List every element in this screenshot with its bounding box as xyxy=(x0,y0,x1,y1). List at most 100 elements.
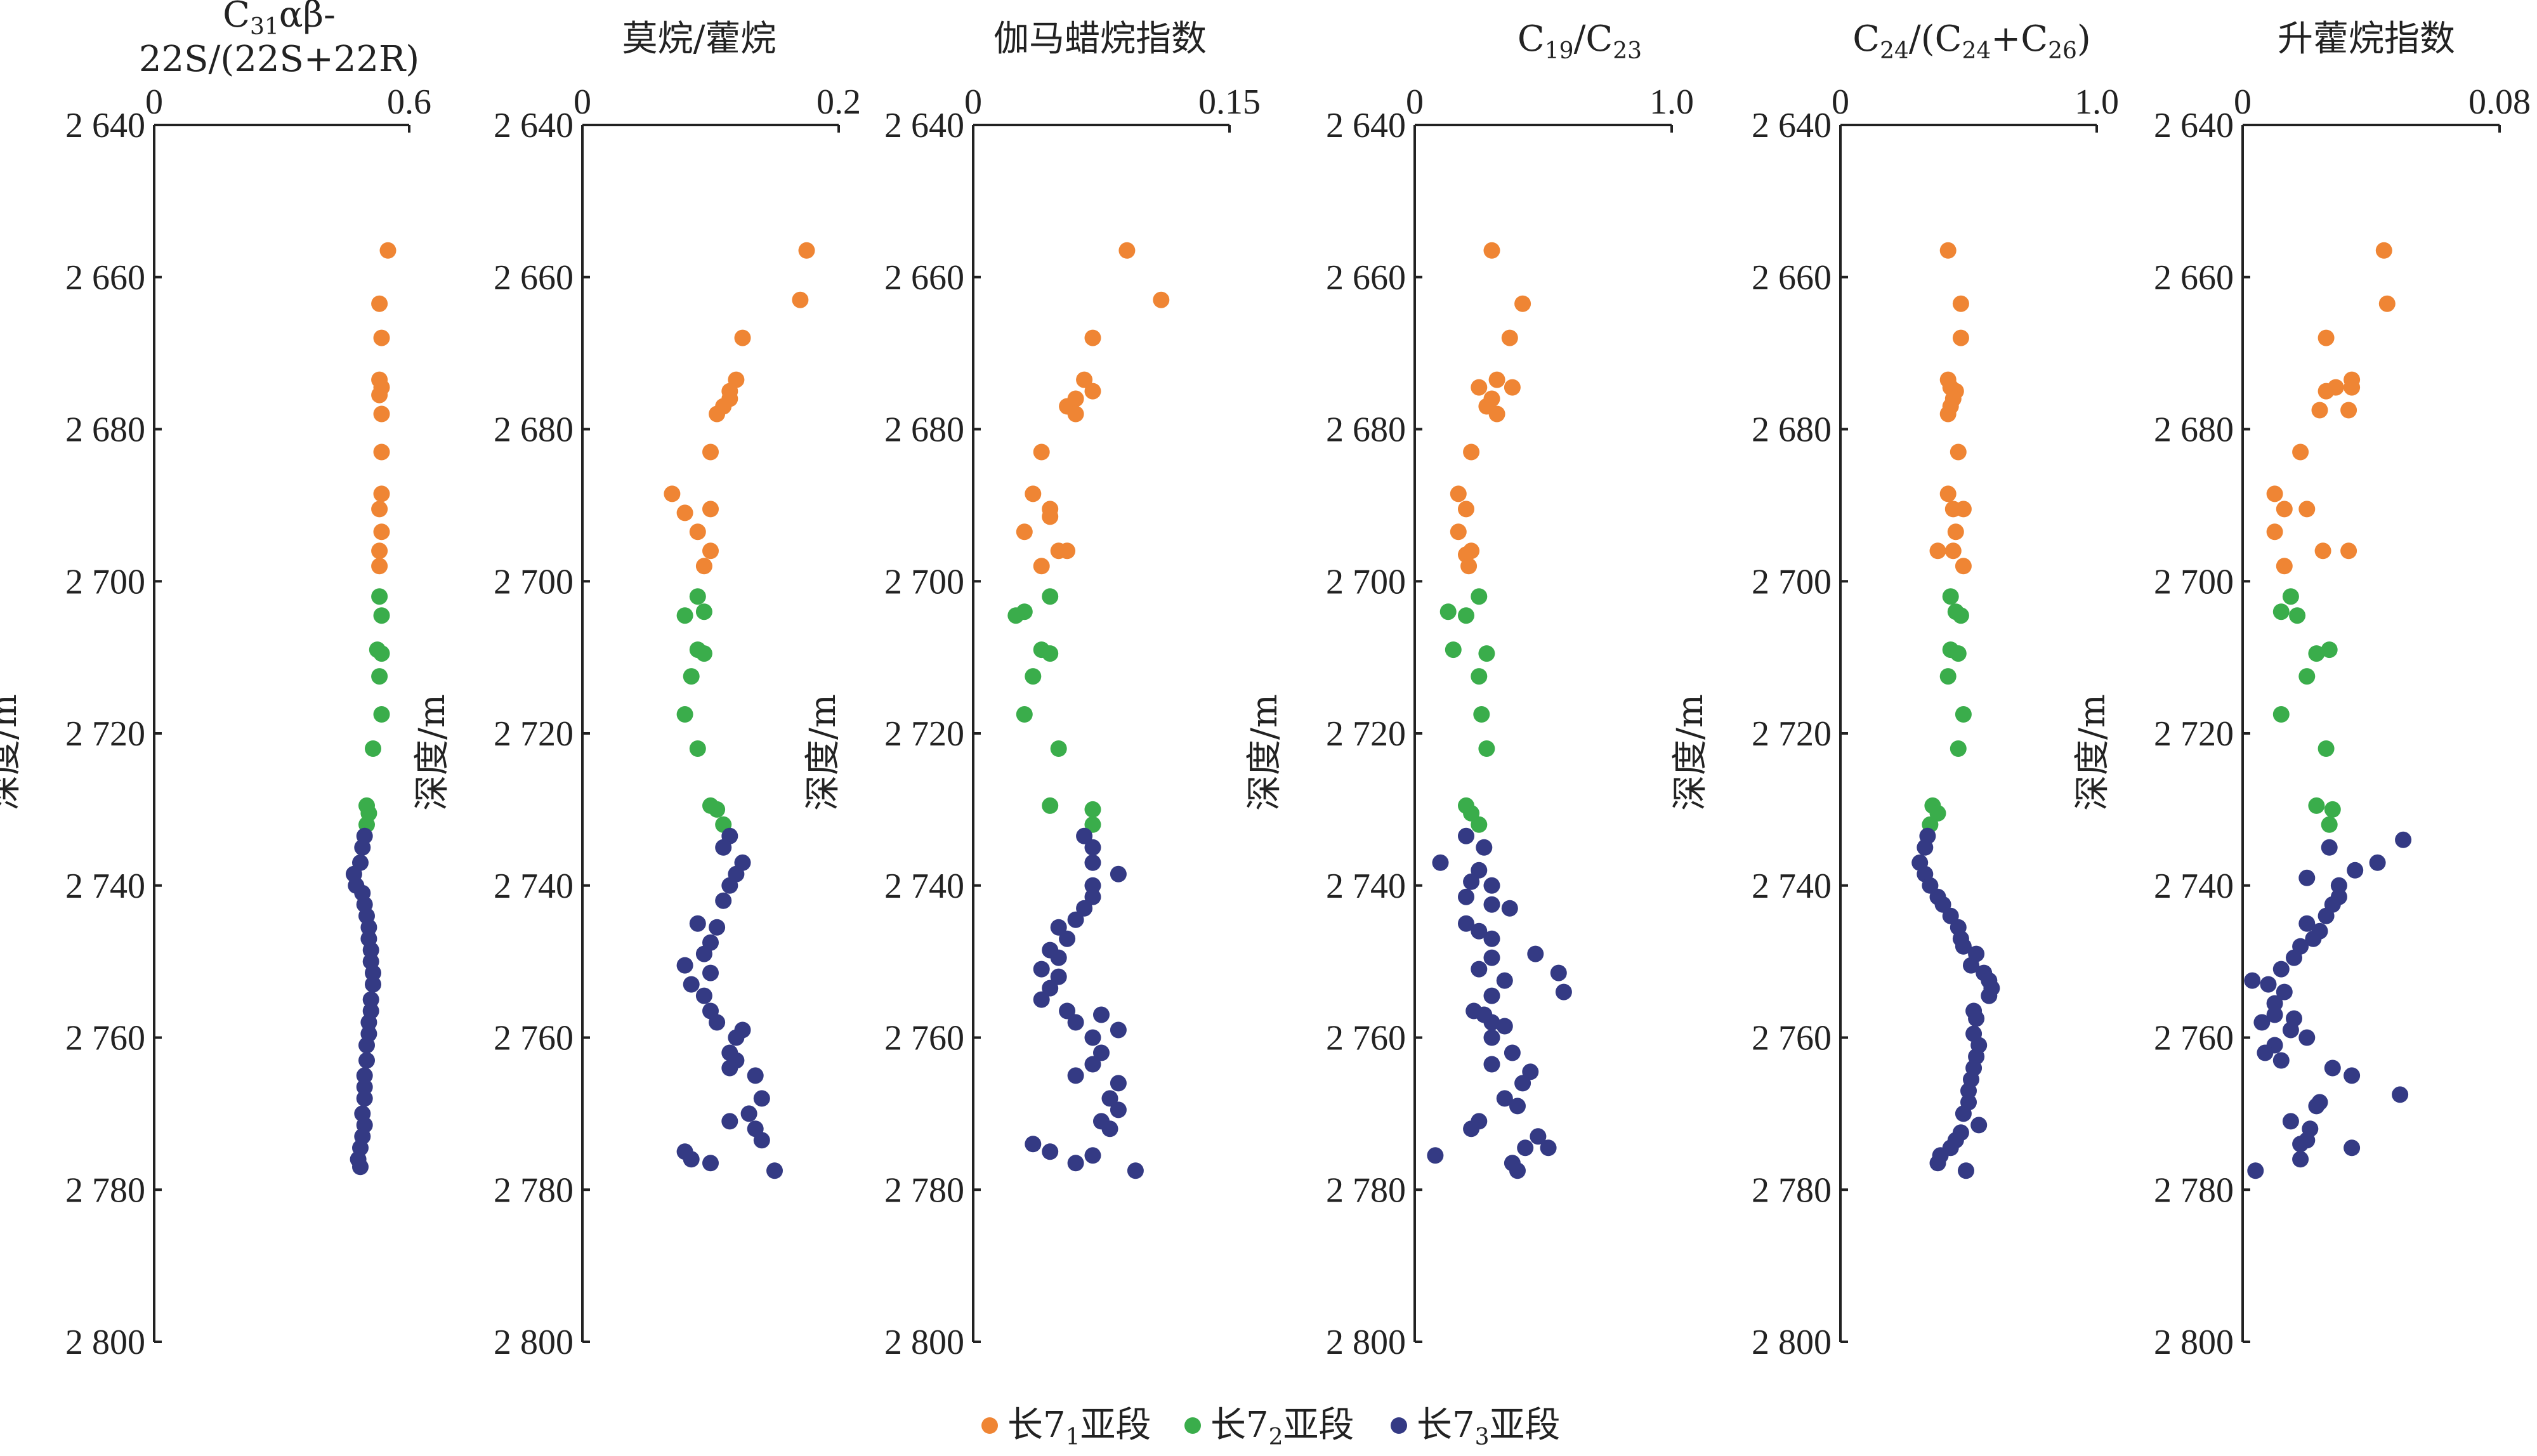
panel-6: 0 0.08 2 640 2 660 2 680 2 700 2 720 2 740 2 760… xyxy=(2072,18,2531,1362)
data-point-c72 xyxy=(1042,588,1059,605)
y-tick-label: 2 640 xyxy=(2154,106,2234,145)
data-point-c73 xyxy=(1483,877,1500,894)
data-point-c73 xyxy=(1471,922,1488,940)
data-point-c73 xyxy=(728,1029,745,1046)
y-tick-label: 2 680 xyxy=(494,410,574,450)
data-point-c73 xyxy=(1981,987,1998,1004)
y-tick-label: 2 720 xyxy=(494,714,574,754)
data-point-c73 xyxy=(1963,957,1979,974)
y-tick-label: 2 780 xyxy=(2154,1171,2234,1210)
data-point-c73 xyxy=(683,1151,700,1168)
data-point-c72 xyxy=(373,706,390,723)
legend-marker xyxy=(1184,1417,1201,1434)
data-point-c72 xyxy=(1025,668,1042,685)
data-point-c73 xyxy=(1067,1155,1084,1172)
data-point-c72 xyxy=(689,740,706,757)
data-point-c71 xyxy=(664,485,681,502)
data-point-c73 xyxy=(715,839,732,856)
data-point-c73 xyxy=(1093,1044,1110,1061)
data-point-c73 xyxy=(1059,1002,1076,1020)
data-point-c73 xyxy=(1458,915,1474,932)
data-point-c71 xyxy=(1955,501,1972,518)
data-point-c72 xyxy=(1050,740,1067,757)
y-tick-label: 2 740 xyxy=(2154,867,2234,906)
data-point-c73 xyxy=(2298,1029,2316,1046)
data-point-c73 xyxy=(1527,945,1544,962)
data-point-c73 xyxy=(356,1090,373,1107)
data-point-c73 xyxy=(1509,1098,1526,1115)
y-tick-label: 2 700 xyxy=(65,562,145,601)
data-point-c73 xyxy=(740,1105,757,1122)
y-tick-label: 2 680 xyxy=(1326,410,1406,450)
data-point-c73 xyxy=(2272,1052,2290,1069)
data-point-c73 xyxy=(2286,949,2302,966)
y-tick-label: 2 720 xyxy=(1752,714,1832,754)
data-point-c73 xyxy=(1968,1010,1985,1027)
data-point-c73 xyxy=(1496,972,1513,989)
data-point-c71 xyxy=(373,329,390,346)
data-point-c73 xyxy=(356,1067,373,1084)
panel-title: 伽马蜡烷指数 xyxy=(993,18,1207,60)
data-point-c73 xyxy=(1555,983,1572,1000)
data-point-c73 xyxy=(702,1155,719,1172)
data-point-c72 xyxy=(1473,706,1490,723)
data-point-c73 xyxy=(2266,1006,2283,1023)
data-point-c71 xyxy=(1016,523,1033,541)
data-point-c73 xyxy=(1042,980,1059,997)
data-point-c73 xyxy=(709,1014,726,1031)
data-point-c71 xyxy=(1450,523,1467,541)
data-point-c73 xyxy=(1483,896,1500,913)
data-point-c72 xyxy=(1950,645,1967,662)
data-point-c73 xyxy=(1084,1147,1101,1164)
data-point-c72 xyxy=(2308,797,2325,814)
data-point-c71 xyxy=(2276,558,2293,575)
y-tick-label: 2 780 xyxy=(494,1171,574,1210)
data-point-c71 xyxy=(695,558,712,575)
x-tick-label: 0.6 xyxy=(387,82,431,122)
data-point-c73 xyxy=(2253,1014,2271,1031)
data-point-c71 xyxy=(1460,558,1478,575)
data-point-c73 xyxy=(365,964,381,981)
chart-legend: 长71亚段 长72亚段 长73亚段 xyxy=(981,1405,1561,1450)
y-tick-label: 2 660 xyxy=(1752,258,1832,298)
data-point-c73 xyxy=(2266,995,2283,1012)
y-axis-label: 深度/m xyxy=(1670,694,1711,811)
y-tick-label: 2 740 xyxy=(1752,867,1832,906)
data-point-c73 xyxy=(1509,1162,1526,1179)
data-point-c71 xyxy=(2292,443,2309,461)
data-point-c72 xyxy=(1042,645,1059,662)
data-point-c72 xyxy=(2324,801,2341,818)
y-tick-label: 2 760 xyxy=(1326,1019,1406,1058)
chart-panels: 0 0.6 2 640 2 660 2 680 2 700 2 720 2 740 2 760 2… xyxy=(0,0,2531,1362)
data-point-c72 xyxy=(2321,641,2338,659)
data-point-c71 xyxy=(1504,379,1521,396)
data-point-c71 xyxy=(1458,501,1474,518)
x-tick-label: 0.08 xyxy=(2468,82,2531,122)
data-point-c73 xyxy=(1076,900,1093,917)
y-tick-label: 2 800 xyxy=(884,1323,964,1362)
data-point-c71 xyxy=(792,291,809,308)
data-point-c71 xyxy=(1939,405,1957,423)
data-point-c73 xyxy=(1496,1018,1513,1035)
data-point-c73 xyxy=(1483,949,1500,966)
data-point-c73 xyxy=(1504,1044,1521,1061)
data-point-c73 xyxy=(695,945,712,962)
data-point-c71 xyxy=(1463,443,1480,461)
data-point-c71 xyxy=(371,295,388,312)
y-tick-label: 2 800 xyxy=(2154,1323,2234,1362)
data-point-c73 xyxy=(1463,1120,1480,1138)
data-point-c72 xyxy=(689,588,706,605)
x-tick-label: 0 xyxy=(1832,82,1849,122)
data-point-c72 xyxy=(1007,607,1025,624)
data-point-c72 xyxy=(373,645,390,662)
panel-4: 0 1.0 2 640 2 660 2 680 2 700 2 720 2 740 2 760 2… xyxy=(1244,18,1694,1362)
data-point-c73 xyxy=(1550,964,1567,981)
data-point-c73 xyxy=(1958,1162,1974,1179)
data-point-c73 xyxy=(2317,907,2335,924)
data-point-c73 xyxy=(352,1158,369,1176)
data-point-c73 xyxy=(1033,991,1050,1008)
y-tick-label: 2 760 xyxy=(1752,1019,1832,1058)
data-point-c73 xyxy=(356,1079,373,1096)
data-point-c72 xyxy=(1942,588,1959,605)
